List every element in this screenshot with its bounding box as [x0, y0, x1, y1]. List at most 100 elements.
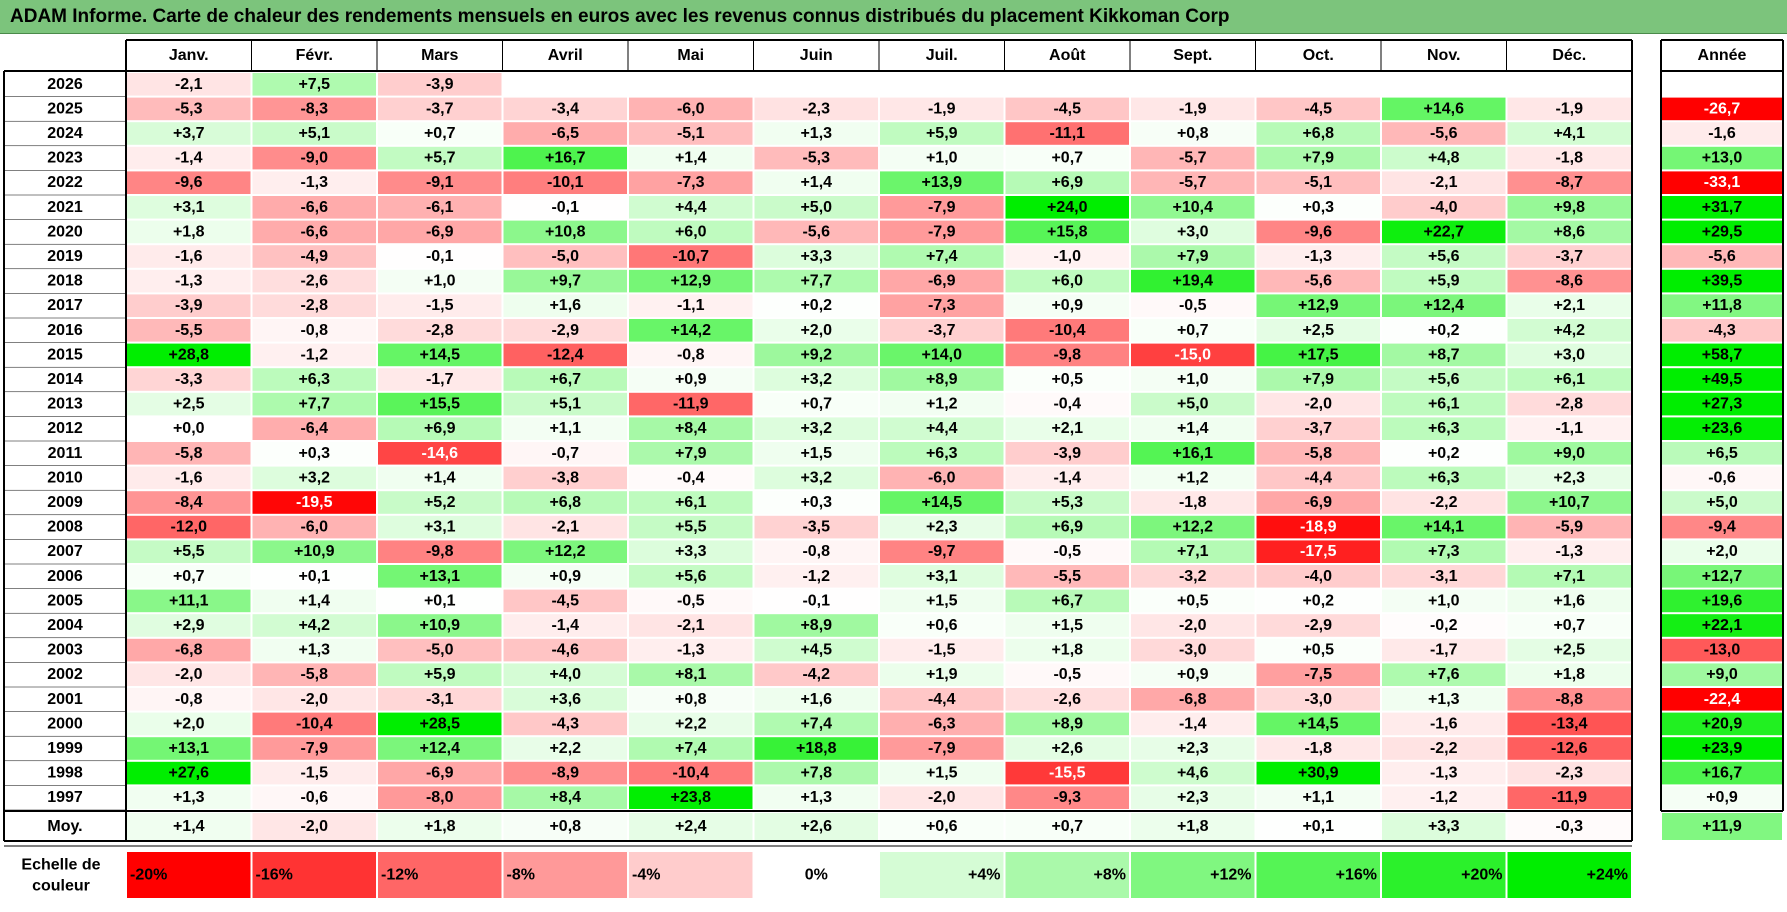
heat-cell	[754, 786, 878, 809]
heat-cell-value: +1,8	[173, 223, 205, 240]
heat-cell	[252, 146, 376, 170]
heat-cell	[880, 122, 1004, 145]
heat-cell	[127, 146, 251, 170]
heat-cell	[503, 589, 627, 613]
scale-step-label: -4%	[632, 867, 660, 884]
annual-cell	[1662, 171, 1782, 194]
heat-cell	[1382, 589, 1506, 613]
heat-cell	[1131, 343, 1255, 367]
heat-cell	[1507, 245, 1631, 268]
annual-cell	[1662, 196, 1782, 219]
heat-cell-value: -2,0	[1304, 396, 1332, 413]
heat-cell	[1382, 269, 1506, 293]
heat-cell-value: +0,3	[1302, 199, 1334, 216]
annual-cell-value: +22,1	[1702, 617, 1743, 634]
heat-cell	[1005, 491, 1129, 514]
heat-cell-value: +3,6	[549, 691, 581, 708]
heat-cell-value: +0,8	[1177, 125, 1209, 142]
heat-cell	[503, 171, 627, 194]
heat-cell-value: -6,3	[928, 715, 956, 732]
heat-cell	[754, 540, 878, 563]
heat-cell	[378, 294, 502, 317]
annual-cell	[1662, 540, 1782, 563]
heat-cell	[754, 565, 878, 588]
heat-cell	[503, 97, 627, 121]
heat-cell	[880, 73, 1004, 96]
heat-cell-value: +5,9	[926, 125, 958, 142]
annual-cell	[1662, 565, 1782, 588]
heat-cell	[754, 122, 878, 145]
heat-cell	[503, 712, 627, 736]
heat-cell-value: +8,4	[675, 420, 707, 437]
heat-cell	[629, 220, 753, 244]
heat-cell	[754, 614, 878, 637]
heat-cell	[1256, 294, 1380, 317]
heat-cell	[1131, 319, 1255, 342]
heat-cell	[629, 688, 753, 711]
heat-cell-value: -1,5	[426, 297, 454, 314]
heat-cell-value: +4,2	[1553, 322, 1585, 339]
heat-cell-value: -1,3	[1304, 248, 1332, 265]
heat-cell	[880, 417, 1004, 440]
heat-cell	[127, 294, 251, 317]
annual-cell-value: -5,6	[1708, 248, 1736, 265]
heat-cell	[629, 638, 753, 662]
heat-cell	[503, 73, 627, 96]
heat-cell-value: -3,7	[1555, 248, 1583, 265]
heat-cell	[378, 343, 502, 367]
heat-cell	[378, 638, 502, 662]
heat-cell	[754, 712, 878, 736]
heat-cell-value: +0,9	[549, 568, 581, 585]
heat-cell	[1507, 712, 1631, 736]
heat-cell-value: -1,4	[551, 617, 579, 634]
heat-cell	[1507, 786, 1631, 809]
heat-cell	[127, 712, 251, 736]
heat-cell-value: -9,7	[928, 543, 956, 560]
heat-cell	[880, 663, 1004, 686]
heat-cell-value: -5,7	[1179, 150, 1207, 167]
year-label-2024: 2024	[47, 125, 83, 142]
annual-cell	[1662, 245, 1782, 268]
heat-cell	[1005, 294, 1129, 317]
heat-cell-value: +5,0	[1177, 396, 1209, 413]
heat-cell	[880, 392, 1004, 416]
annual-cell	[1662, 122, 1782, 145]
heat-cell-value: +0,9	[1051, 297, 1083, 314]
heat-cell-value: -4,4	[1304, 469, 1332, 486]
heat-cell	[1382, 663, 1506, 686]
heat-cell	[1005, 368, 1129, 391]
heat-cell	[252, 122, 376, 145]
heat-cell-value: -5,9	[1555, 519, 1583, 536]
heat-cell	[1256, 196, 1380, 219]
heat-cell-value: -2,8	[1555, 396, 1583, 413]
heat-cell-value: -11,1	[1049, 125, 1085, 142]
heat-cell-value: -19,5	[296, 494, 333, 511]
heat-cell	[880, 515, 1004, 539]
heat-cell-value: +3,2	[800, 371, 832, 388]
heat-cell	[880, 466, 1004, 490]
average-cell-value: +2,6	[800, 818, 832, 835]
heat-cell-value: +0,7	[1051, 150, 1083, 167]
heat-cell	[1382, 368, 1506, 391]
heat-cell	[378, 614, 502, 637]
average-cell	[880, 813, 1004, 840]
heat-cell	[378, 540, 502, 563]
heat-cell	[378, 269, 502, 293]
heat-cell	[754, 146, 878, 170]
heat-cell	[754, 294, 878, 317]
heat-cell-value: +2,0	[800, 322, 832, 339]
annual-cell-value: -0,6	[1708, 469, 1736, 486]
heat-cell	[1131, 688, 1255, 711]
heat-cell	[503, 491, 627, 514]
heat-cell-value: -5,7	[1179, 174, 1207, 191]
heat-cell-value: -2,3	[802, 100, 830, 117]
average-label: Moy.	[47, 818, 82, 835]
heat-cell-value: -3,8	[551, 469, 579, 486]
heat-cell	[1507, 737, 1631, 760]
average-cell-value: +0,8	[549, 818, 581, 835]
heat-cell	[1507, 540, 1631, 563]
heat-cell-value: -1,8	[1555, 150, 1583, 167]
heat-cell-value: -9,0	[300, 150, 328, 167]
heat-cell-value: -2,3	[1555, 765, 1583, 782]
heat-cell	[1256, 786, 1380, 809]
